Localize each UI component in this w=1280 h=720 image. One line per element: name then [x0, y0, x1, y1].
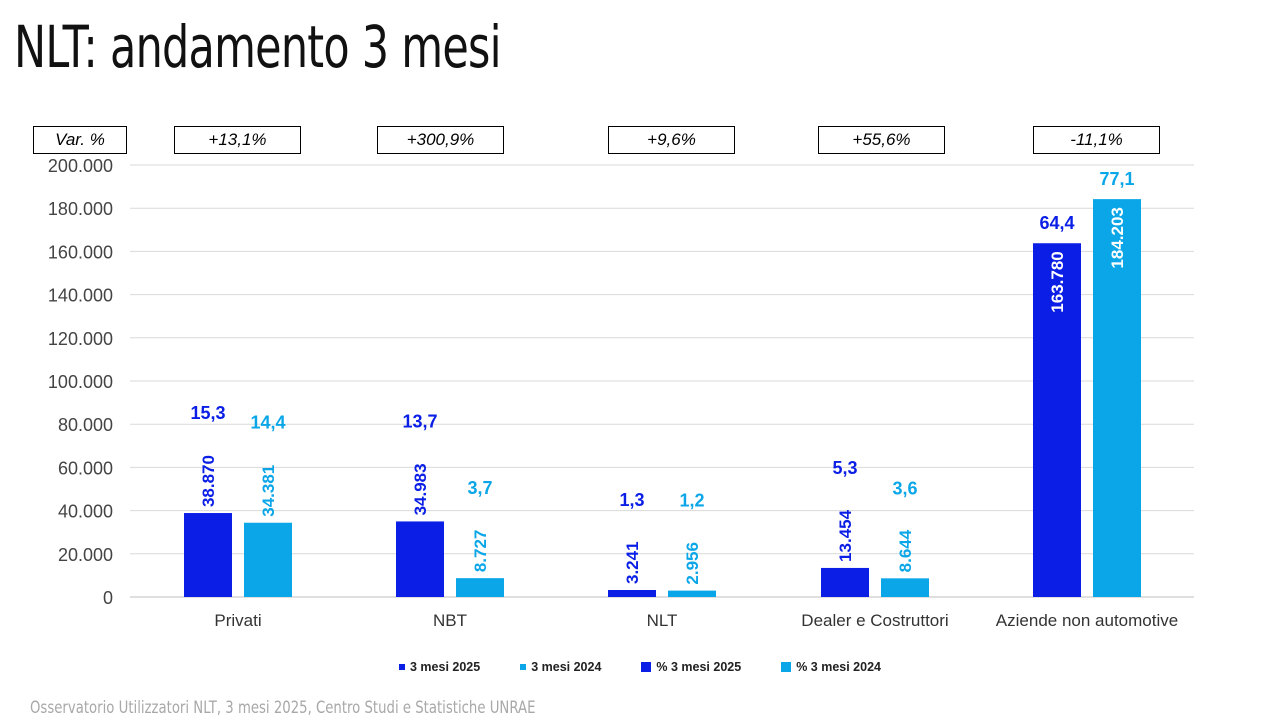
percent-label: 3,7 — [467, 478, 492, 498]
y-tick-label: 20.000 — [58, 545, 113, 565]
bar — [396, 521, 444, 597]
legend-swatch — [781, 662, 792, 672]
bar — [821, 567, 869, 597]
legend-label: 3 mesi 2025 — [410, 660, 481, 674]
value-label: 34.381 — [259, 465, 278, 517]
bars — [184, 199, 1141, 597]
variation-box: -11,1% — [1033, 126, 1160, 154]
percent-label: 1,2 — [679, 491, 704, 511]
x-tick-label: NBT — [433, 611, 467, 630]
y-tick-label: 120.000 — [48, 329, 113, 349]
source-note: Osservatorio Utilizzatori NLT, 3 mesi 20… — [30, 698, 536, 718]
y-tick-label: 100.000 — [48, 372, 113, 392]
variation-box: +300,9% — [377, 126, 504, 154]
percent-label: 3,6 — [892, 478, 917, 498]
value-label: 34.983 — [411, 463, 430, 515]
legend-label: 3 mesi 2024 — [531, 660, 602, 674]
value-label: 2.956 — [683, 542, 702, 585]
percent-label: 64,4 — [1039, 213, 1074, 233]
legend-item: % 3 mesi 2024 — [781, 657, 881, 677]
bar — [244, 522, 292, 597]
bar — [1093, 199, 1141, 597]
x-tick-label: Aziende non automotive — [996, 611, 1178, 630]
bar — [456, 578, 504, 597]
legend-swatch — [641, 662, 652, 672]
y-tick-label: 40.000 — [58, 502, 113, 522]
variation-box: +13,1% — [174, 126, 301, 154]
bar — [668, 590, 716, 597]
legend-swatch — [399, 664, 405, 670]
variation-box: +9,6% — [608, 126, 735, 154]
legend-label: % 3 mesi 2024 — [796, 660, 881, 674]
legend-swatch — [520, 664, 527, 670]
bar — [608, 589, 656, 597]
bar — [184, 513, 232, 597]
legend-item: 3 mesi 2025 — [399, 657, 480, 677]
legend-item: 3 mesi 2024 — [520, 657, 601, 677]
percent-label: 14,4 — [250, 413, 285, 433]
y-tick-label: 140.000 — [48, 286, 113, 306]
bar — [1033, 243, 1081, 597]
y-tick-label: 160.000 — [48, 242, 113, 262]
percent-label: 1,3 — [619, 490, 644, 510]
percent-label: 5,3 — [832, 458, 857, 478]
y-tick-label: 60.000 — [58, 458, 113, 478]
value-label: 3.241 — [623, 541, 642, 584]
y-tick-label: 180.000 — [48, 199, 113, 219]
legend-item: % 3 mesi 2025 — [641, 657, 741, 677]
x-tick-label: NLT — [647, 611, 678, 630]
y-axis-tick-labels: 0 20.000 40.000 60.000 80.000 100.000 120.000 1… — [48, 156, 113, 608]
var-label-box: Var. % — [33, 126, 127, 154]
x-tick-label: Dealer e Costruttori — [801, 611, 948, 630]
y-tick-label: 80.000 — [58, 415, 113, 435]
value-label: 8.727 — [471, 530, 490, 573]
y-tick-label: 200.000 — [48, 156, 113, 176]
value-label: 163.780 — [1048, 251, 1067, 312]
value-label: 8.644 — [896, 529, 915, 572]
x-axis-tick-labels: Privati NBT NLT Dealer e Costruttori Aziende… — [214, 611, 1178, 630]
value-label: 13.454 — [836, 509, 855, 562]
x-tick-label: Privati — [214, 611, 261, 630]
percent-label: 15,3 — [190, 403, 225, 423]
grid-lines — [130, 164, 1194, 598]
value-label: 184.203 — [1108, 207, 1127, 268]
page-title: NLT: andamento 3 mesi — [14, 13, 502, 81]
bar — [881, 578, 929, 597]
percent-label: 77,1 — [1099, 169, 1134, 189]
y-tick-label: 0 — [103, 588, 113, 608]
legend: 3 mesi 2025 3 mesi 2024 % 3 mesi 2025 % 3 m… — [0, 657, 1280, 677]
legend-label: % 3 mesi 2025 — [656, 660, 742, 674]
value-label: 38.870 — [199, 455, 218, 507]
variation-box: +55,6% — [818, 126, 945, 154]
data-labels: 38.870 15,3 34.381 14,4 34.983 13,7 8.727 3,7 3.… — [190, 169, 1134, 584]
percent-label: 13,7 — [402, 411, 437, 431]
